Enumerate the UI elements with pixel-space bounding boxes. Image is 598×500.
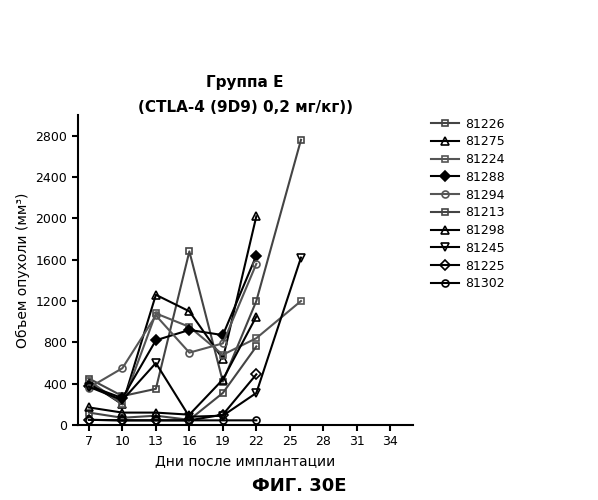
- 81288: [219, 332, 227, 338]
- 81298: [152, 410, 160, 416]
- 81288: [152, 338, 160, 344]
- 81245: [86, 384, 93, 390]
- 81245: [219, 412, 227, 418]
- 81275: [86, 380, 93, 386]
- 81245: [253, 390, 260, 396]
- 81288: [119, 395, 126, 401]
- Y-axis label: Объем опухоли (мм³): Объем опухоли (мм³): [16, 192, 30, 348]
- Text: (CTLA-4 (9D9) 0,2 мг/кг)): (CTLA-4 (9D9) 0,2 мг/кг)): [138, 100, 353, 115]
- 81294: [186, 350, 193, 356]
- 81275: [186, 308, 193, 314]
- X-axis label: Дни после имплантации: Дни после имплантации: [155, 454, 335, 468]
- 81224: [253, 335, 260, 341]
- 81298: [186, 412, 193, 418]
- 81302: [253, 418, 260, 424]
- 81226: [86, 376, 93, 382]
- 81226: [119, 393, 126, 399]
- 81225: [86, 417, 93, 423]
- Line: 81245: 81245: [85, 254, 305, 421]
- 81294: [253, 261, 260, 267]
- 81245: [186, 414, 193, 420]
- 81213: [186, 417, 193, 423]
- 81226: [297, 137, 304, 143]
- 81288: [86, 382, 93, 388]
- 81213: [219, 390, 227, 396]
- 81275: [152, 292, 160, 298]
- 81275: [253, 214, 260, 220]
- 81213: [253, 344, 260, 349]
- Line: 81275: 81275: [85, 212, 261, 408]
- 81298: [253, 314, 260, 320]
- 81226: [253, 298, 260, 304]
- 81225: [119, 418, 126, 424]
- 81224: [297, 298, 304, 304]
- 81224: [152, 310, 160, 316]
- 81275: [219, 356, 227, 362]
- 81302: [86, 417, 93, 423]
- 81288: [186, 327, 193, 333]
- Line: 81224: 81224: [86, 298, 304, 408]
- 81213: [119, 415, 126, 421]
- 81294: [86, 385, 93, 391]
- 81302: [186, 418, 193, 424]
- Line: 81226: 81226: [86, 136, 304, 400]
- 81294: [119, 365, 126, 371]
- 81288: [253, 252, 260, 258]
- Line: 81298: 81298: [85, 312, 261, 419]
- 81245: [297, 254, 304, 260]
- 81245: [152, 360, 160, 366]
- 81226: [152, 386, 160, 392]
- Text: Группа Е: Группа Е: [206, 75, 284, 90]
- 81225: [219, 412, 227, 418]
- 81275: [119, 402, 126, 407]
- 81225: [186, 418, 193, 424]
- Text: ФИГ. 30Е: ФИГ. 30Е: [252, 477, 346, 495]
- Line: 81302: 81302: [86, 416, 260, 424]
- Legend: 81226, 81275, 81224, 81288, 81294, 81213, 81298, 81245, 81225, 81302: 81226, 81275, 81224, 81288, 81294, 81213…: [429, 115, 508, 293]
- 81224: [119, 402, 126, 407]
- 81226: [186, 248, 193, 254]
- 81224: [86, 378, 93, 384]
- 81298: [119, 410, 126, 416]
- 81298: [86, 404, 93, 410]
- 81245: [119, 397, 126, 403]
- 81302: [152, 418, 160, 424]
- 81224: [219, 352, 227, 358]
- 81224: [186, 324, 193, 330]
- Line: 81225: 81225: [86, 371, 260, 424]
- 81225: [253, 372, 260, 378]
- Line: 81213: 81213: [86, 343, 260, 423]
- 81225: [152, 418, 160, 424]
- 81302: [219, 418, 227, 424]
- Line: 81288: 81288: [86, 252, 260, 402]
- Line: 81294: 81294: [86, 260, 260, 392]
- 81294: [219, 340, 227, 346]
- 81226: [219, 378, 227, 384]
- 81213: [152, 412, 160, 418]
- 81302: [119, 418, 126, 424]
- 81298: [219, 376, 227, 382]
- 81213: [86, 410, 93, 416]
- 81294: [152, 312, 160, 318]
